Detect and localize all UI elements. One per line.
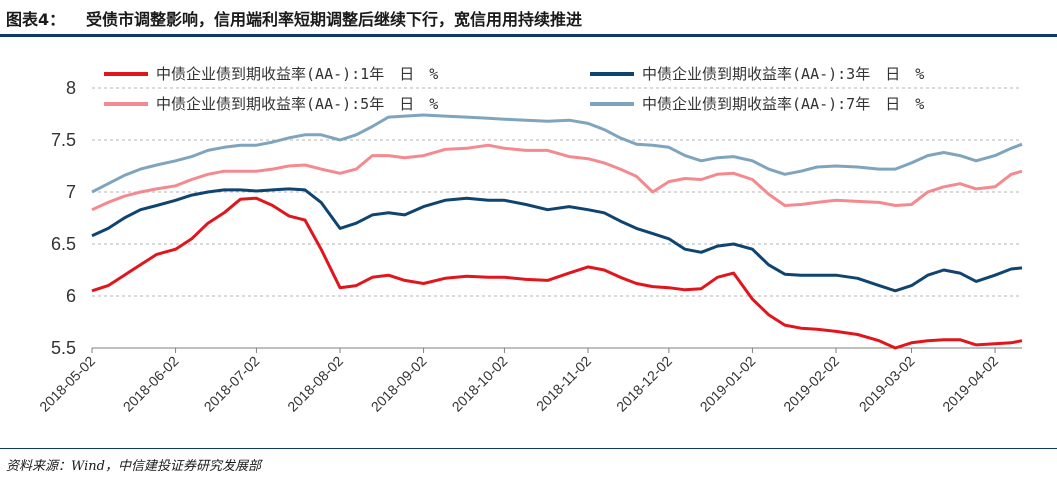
x-tick-label: 2018-09-02 [368,353,430,415]
series-line-1 [91,196,1023,350]
series-line-2 [91,187,1023,293]
x-tick-label: 2018-05-02 [36,353,98,415]
x-tick-label: 2019-03-02 [856,353,918,415]
x-tick-label: 2018-06-02 [120,353,182,415]
grid-lines [92,87,1022,297]
footer-rule [0,448,1057,449]
figure-title: 受债市调整影响，信用端利率短期调整后继续下行，宽信用用持续推进 [86,10,583,29]
x-tick-label: 2019-01-02 [697,353,759,415]
source-note: 资料来源：Wind，中信建投证券研究发展部 [6,459,261,474]
legend-label: 中债企业债到期收益率(AA-):1年 日 % [156,65,438,83]
x-tick-label: 2019-04-02 [939,353,1001,415]
series-line-4 [91,113,1023,194]
y-tick-label: 8 [66,78,76,98]
x-tick-label: 2019-02-02 [780,353,842,415]
legend-label: 中债企业债到期收益率(AA-):5年 日 % [156,95,438,113]
y-tick-label: 5.5 [51,338,76,358]
x-tick-label: 2018-07-02 [201,353,263,415]
figure-header: 图表4： 受债市调整影响，信用端利率短期调整后继续下行，宽信用用持续推进 [0,0,1057,36]
header-rule [0,34,1057,37]
figure-label: 图表4： [6,10,66,29]
x-tick-label: 2018-08-02 [284,353,346,415]
legend: 中债企业债到期收益率(AA-):1年 日 % 中债企业债到期收益率(AA-):3年… [104,65,924,113]
series-line-3 [91,143,1023,212]
y-tick-label: 7.5 [51,130,76,150]
y-tick-label: 6 [66,286,76,306]
x-tick-label: 2018-11-02 [533,353,594,414]
x-tick-label: 2018-10-02 [449,353,511,415]
series-lines [91,113,1023,350]
x-tick-label: 2018-12-02 [613,353,675,415]
legend-label: 中债企业债到期收益率(AA-):3年 日 % [642,65,924,83]
legend-label: 中债企业债到期收益率(AA-):7年 日 % [642,95,924,113]
axes: 5.5 6 6.5 7 7.5 8 2018-05-02 2018-06-02 2018-07-… [36,78,1022,415]
y-tick-label: 6.5 [51,234,76,254]
y-tick-label: 7 [66,182,76,202]
